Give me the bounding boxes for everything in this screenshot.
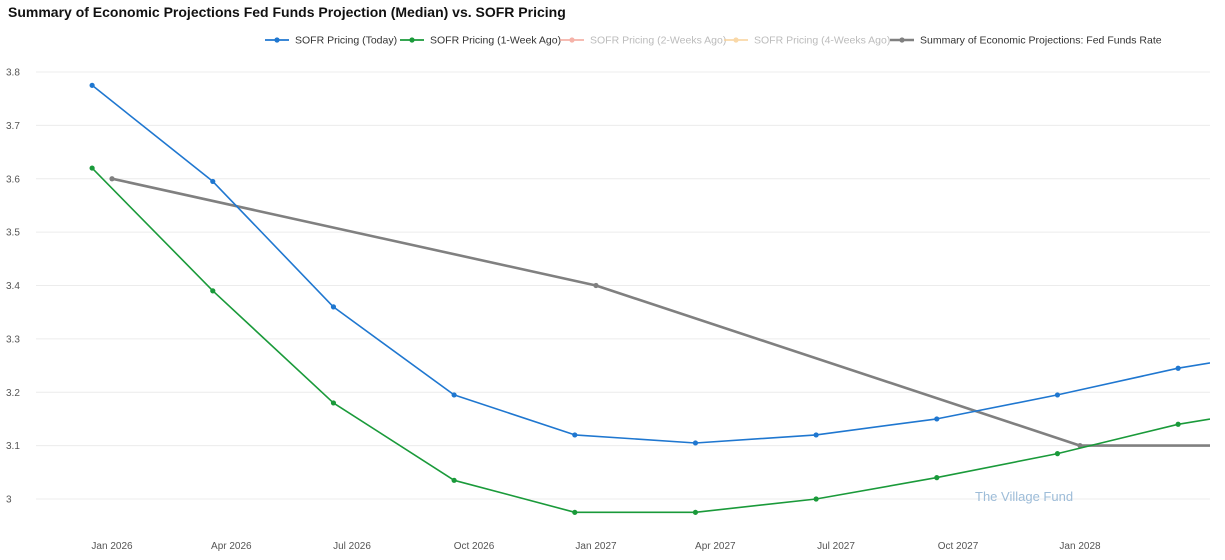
- data-point[interactable]: [451, 392, 457, 398]
- series-line: [91, 167, 1210, 514]
- data-point[interactable]: [330, 400, 337, 406]
- watermark: The Village Fund: [975, 489, 1073, 504]
- x-tick-label: Jul 2026: [333, 541, 371, 552]
- data-point[interactable]: [1175, 365, 1181, 371]
- data-point[interactable]: [109, 176, 115, 182]
- legend-item[interactable]: SOFR Pricing (1-Week Ago): [400, 35, 561, 47]
- y-tick-label: 3: [6, 495, 12, 506]
- x-tick-label: Apr 2027: [695, 541, 736, 552]
- series-0: [89, 82, 1210, 446]
- data-point[interactable]: [934, 475, 940, 481]
- y-tick-label: 3.6: [6, 174, 20, 185]
- chart-title: Summary of Economic Projections Fed Fund…: [8, 4, 566, 20]
- data-point[interactable]: [813, 496, 819, 502]
- legend-marker: [409, 37, 415, 43]
- data-point[interactable]: [330, 304, 337, 310]
- y-tick-label: 3.7: [6, 121, 20, 132]
- data-point[interactable]: [210, 178, 216, 185]
- y-axis: 3 3.1 3.2 3.3 3.4 3.5 3.6 3.7 3.8: [6, 68, 20, 506]
- series-line: [111, 177, 1210, 447]
- x-tick-label: Jan 2026: [91, 541, 133, 552]
- x-tick-label: Jan 2027: [575, 541, 617, 552]
- y-tick-label: 3.5: [6, 228, 20, 239]
- data-point[interactable]: [1054, 451, 1061, 457]
- grid-lines: [36, 71, 1210, 500]
- legend-label: SOFR Pricing (2-Weeks Ago): [590, 35, 726, 47]
- data-point[interactable]: [572, 509, 578, 515]
- data-point[interactable]: [210, 288, 216, 294]
- legend-marker: [274, 37, 280, 43]
- data-point[interactable]: [593, 282, 599, 289]
- data-point[interactable]: [1077, 443, 1083, 449]
- data-point[interactable]: [934, 416, 940, 422]
- x-tick-label: Oct 2026: [454, 541, 495, 552]
- y-tick-label: 3.2: [6, 388, 20, 399]
- data-point[interactable]: [451, 477, 457, 483]
- x-tick-label: Apr 2026: [211, 541, 252, 552]
- series-4: [109, 176, 1210, 449]
- legend: SOFR Pricing (Today) SOFR Pricing (1-Week…: [265, 35, 1162, 47]
- data-point[interactable]: [813, 432, 819, 438]
- legend-label: SOFR Pricing (4-Weeks Ago): [754, 35, 890, 47]
- legend-marker: [899, 37, 905, 43]
- data-point[interactable]: [1054, 392, 1061, 398]
- legend-label: SOFR Pricing (Today): [295, 35, 397, 47]
- series-line: [91, 84, 1210, 444]
- legend-label: Summary of Economic Projections: Fed Fun…: [920, 35, 1162, 47]
- plot-area: [89, 82, 1210, 515]
- legend-marker: [569, 37, 575, 43]
- x-axis: Jan 2026 Apr 2026 Jul 2026 Oct 2026 Jan 2027…: [91, 541, 1101, 552]
- data-point[interactable]: [572, 432, 578, 438]
- data-point[interactable]: [89, 165, 95, 171]
- data-point[interactable]: [692, 509, 699, 515]
- y-tick-label: 3.3: [6, 334, 20, 345]
- legend-item[interactable]: SOFR Pricing (Today): [265, 35, 397, 47]
- y-tick-label: 3.1: [6, 441, 20, 452]
- x-tick-label: Oct 2027: [938, 541, 979, 552]
- legend-label: SOFR Pricing (1-Week Ago): [430, 35, 561, 47]
- x-tick-label: Jan 2028: [1059, 541, 1101, 552]
- legend-item[interactable]: SOFR Pricing (4-Weeks Ago): [724, 35, 890, 47]
- data-point[interactable]: [89, 82, 95, 88]
- x-tick-label: Jul 2027: [817, 541, 855, 552]
- legend-marker: [733, 37, 739, 43]
- legend-item[interactable]: Summary of Economic Projections: Fed Fun…: [890, 35, 1162, 47]
- data-point[interactable]: [692, 440, 699, 446]
- y-tick-label: 3.8: [6, 68, 20, 79]
- y-tick-label: 3.4: [6, 281, 20, 292]
- data-point[interactable]: [1175, 421, 1181, 427]
- legend-item[interactable]: SOFR Pricing (2-Weeks Ago): [560, 35, 726, 47]
- series-1: [89, 165, 1210, 515]
